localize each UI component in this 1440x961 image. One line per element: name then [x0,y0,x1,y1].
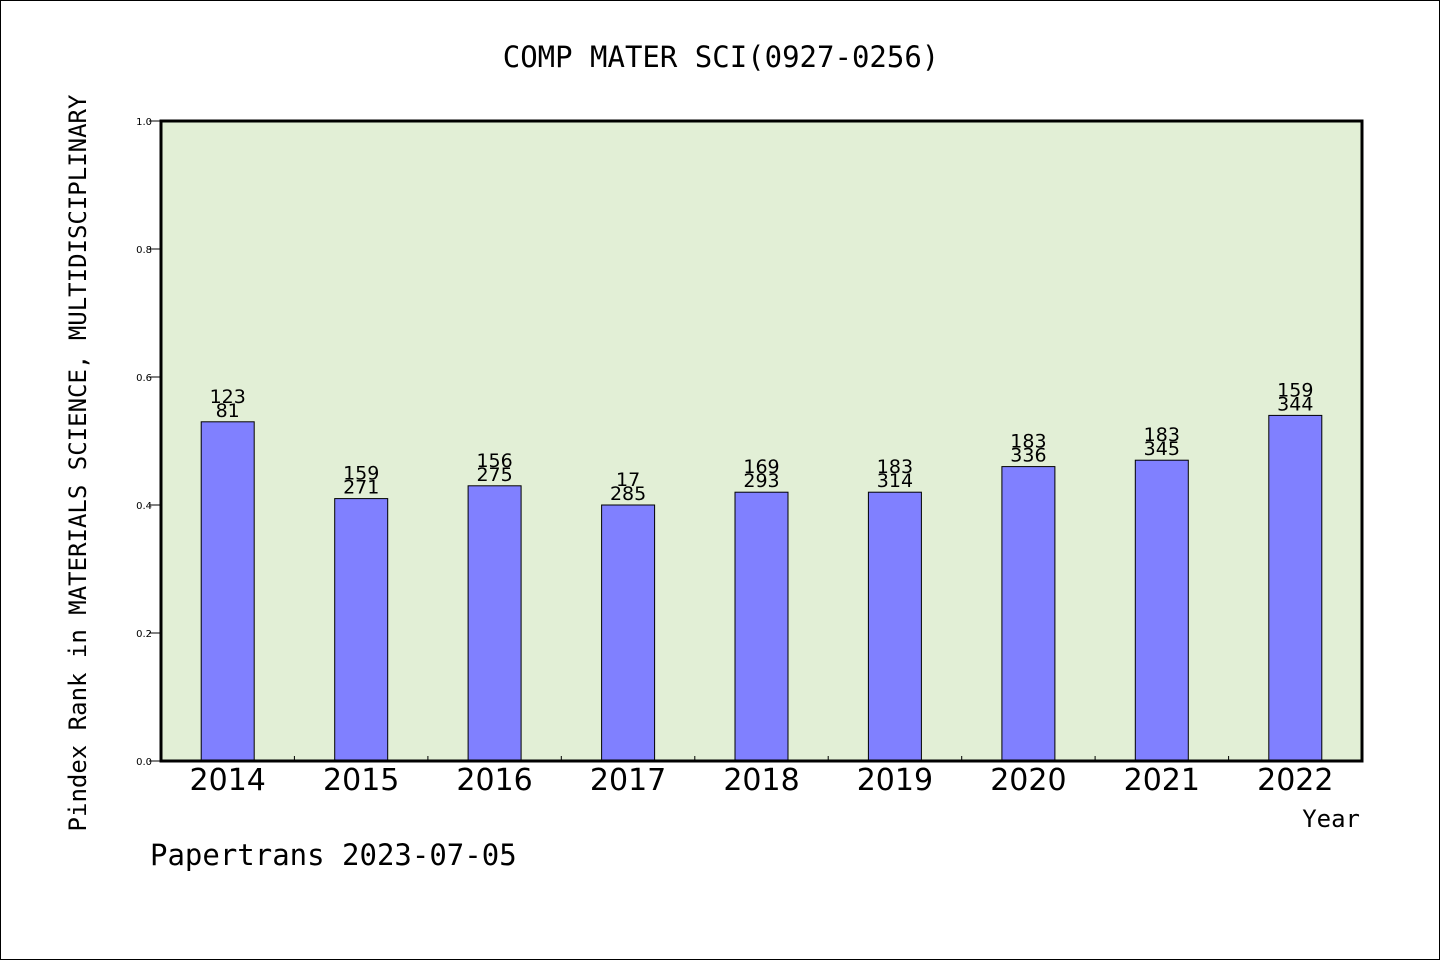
x-tick-label-2018: 2018 [723,763,799,798]
bar-label-bottom-2014: 81 [216,400,240,422]
bar-label-bottom-2022: 344 [1277,393,1313,415]
footer-credit: Papertrans 2023-07-05 [150,838,517,872]
y-axis-label: Pindex Rank in MATERIALS SCIENCE, MULTID… [64,94,92,831]
bar-label-bottom-2015: 271 [343,477,379,499]
y-tick-label: 0.2 [136,629,152,640]
bar-label-top-2015: 159 [343,463,379,485]
x-tick-label-2015: 2015 [323,763,399,798]
x-axis-ticks: 2014 2015 2016 2017 2018 2019 2020 2021 2022 [190,756,1333,798]
y-tick-label: 0.6 [136,373,152,384]
y-tick-label: 0.8 [136,245,152,256]
bar-label-top-2018: 169 [743,456,779,478]
x-tick-label-2019: 2019 [857,763,933,798]
bar-2020 [1001,466,1056,762]
x-tick-label-2021: 2021 [1124,763,1200,798]
bars-group [200,414,1323,762]
y-tick-label: 1.0 [136,117,152,128]
bar-2015 [334,498,389,762]
x-tick-label-2014: 2014 [190,763,266,798]
bar-2017 [601,504,656,762]
bar-label-top-2016: 156 [476,450,512,472]
bar-label-top-2022: 159 [1277,379,1313,401]
bar-2021 [1134,459,1189,762]
y-tick-label: 0.4 [136,501,152,512]
bar-label-top-2014: 123 [210,386,246,408]
bar-label-bottom-2018: 293 [743,470,779,492]
bar-2022 [1268,414,1323,762]
bar-2014 [200,421,255,762]
bar-label-top-2021: 183 [1144,424,1180,446]
y-axis-ticks: 0.0 0.2 0.4 0.6 0.8 1.0 [136,117,161,768]
x-tick-label-2016: 2016 [456,763,532,798]
bar-2019 [867,491,922,762]
y-tick-label: 0.0 [136,757,152,768]
bar-label-bottom-2016: 275 [476,464,512,486]
x-axis-label: Year [1302,805,1360,833]
bar-label-top-2019: 183 [877,456,913,478]
x-tick-label-2020: 2020 [990,763,1066,798]
chart-title: COMP MATER SCI(0927-0256) [503,40,940,74]
bar-label-bottom-2019: 314 [877,470,913,492]
bar-label-bottom-2017: 285 [610,483,646,505]
bar-label-top-2020: 183 [1010,431,1046,453]
bar-2016 [467,485,522,762]
x-tick-label-2022: 2022 [1257,763,1333,798]
bar-label-bottom-2020: 336 [1010,445,1046,467]
x-tick-label-2017: 2017 [590,763,666,798]
bar-label-top-2017: 17 [616,469,640,491]
bar-label-bottom-2021: 345 [1144,438,1180,460]
bar-2018 [734,491,789,762]
plot-border [159,119,1364,763]
